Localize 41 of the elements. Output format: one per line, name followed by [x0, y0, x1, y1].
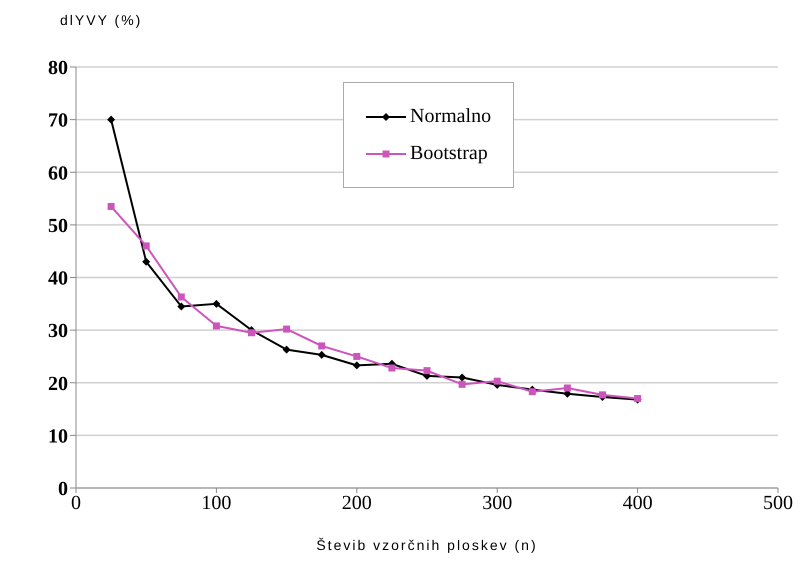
point — [142, 258, 150, 266]
x-tick-label: 100 — [201, 492, 232, 514]
point — [458, 373, 466, 382]
point — [494, 378, 501, 385]
y-tick-label: 40 — [48, 268, 68, 290]
point — [458, 380, 466, 388]
point — [212, 300, 220, 308]
point — [318, 342, 326, 350]
point — [564, 384, 571, 392]
x-tick-label: 300 — [482, 492, 512, 514]
point — [108, 202, 115, 210]
y-tick-label: 10 — [48, 425, 68, 448]
y-tick-label: 70 — [48, 110, 68, 132]
point — [212, 322, 220, 330]
x-axis-title: Števib vzorčnih ploskev (n) — [316, 537, 538, 553]
point — [107, 116, 116, 124]
y-tick-label: 60 — [48, 162, 68, 184]
point — [142, 242, 150, 250]
legend-label: Bootstrap — [410, 142, 488, 165]
y-tick-label: 20 — [48, 372, 68, 395]
y-tick-label: 30 — [48, 320, 68, 342]
point — [388, 364, 396, 372]
y-tick-label: 0 — [58, 478, 68, 500]
x-tick-label: 200 — [342, 492, 372, 514]
point — [318, 350, 326, 359]
point — [248, 329, 255, 336]
point — [282, 346, 291, 354]
point — [178, 293, 185, 300]
point — [177, 302, 186, 310]
y-tick-label: 80 — [48, 57, 68, 80]
point — [424, 367, 430, 374]
y-axis-title: dlYVY (%) — [60, 12, 142, 28]
x-tick-label: 400 — [622, 492, 653, 514]
point — [283, 326, 290, 333]
point — [352, 361, 361, 370]
point — [528, 388, 536, 396]
x-tick-label: 500 — [763, 492, 793, 514]
legend-label: Normalno — [410, 105, 492, 128]
point — [353, 352, 360, 360]
point — [599, 391, 606, 398]
y-tick-label: 50 — [48, 214, 68, 237]
